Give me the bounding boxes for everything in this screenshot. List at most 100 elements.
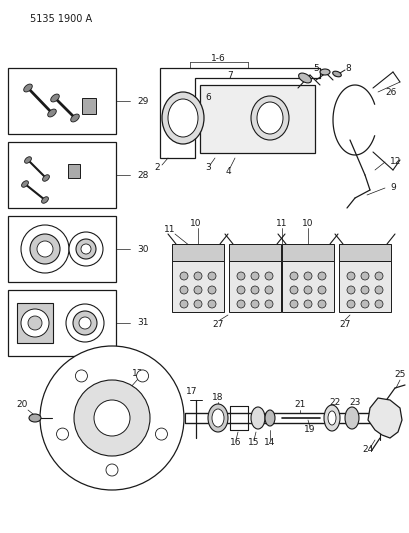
Circle shape [180,286,188,294]
Ellipse shape [256,102,282,134]
Text: 5135 1900 A: 5135 1900 A [30,14,92,24]
Text: 21: 21 [294,400,305,409]
Polygon shape [367,398,401,438]
Text: 23: 23 [348,399,360,408]
Circle shape [317,300,325,308]
Bar [338,244,390,261]
Ellipse shape [47,109,56,117]
Circle shape [207,300,216,308]
Text: 24: 24 [362,446,373,455]
Circle shape [289,286,297,294]
Circle shape [264,286,272,294]
Circle shape [374,300,382,308]
Circle shape [236,300,245,308]
Circle shape [346,300,354,308]
Text: 13: 13 [132,369,144,378]
Text: 29: 29 [137,96,148,106]
Circle shape [207,286,216,294]
Text: 27: 27 [212,320,223,329]
Bar [172,261,223,312]
Ellipse shape [250,96,288,140]
Bar [200,85,314,153]
Text: 15: 15 [247,439,259,448]
Bar [229,261,280,312]
Text: 10: 10 [190,220,201,229]
Circle shape [30,234,60,264]
Text: 31: 31 [137,319,148,327]
Circle shape [180,272,188,280]
Ellipse shape [327,411,335,425]
Text: 1-6: 1-6 [210,53,225,62]
Circle shape [106,464,118,476]
Ellipse shape [207,404,227,432]
Circle shape [303,272,311,280]
Circle shape [193,272,202,280]
Circle shape [180,300,188,308]
Bar [8,68,116,134]
Text: 27: 27 [339,320,350,329]
Circle shape [21,225,69,273]
Circle shape [155,428,167,440]
Circle shape [374,286,382,294]
Text: 19: 19 [303,425,315,434]
Ellipse shape [41,197,48,203]
Circle shape [264,272,272,280]
Ellipse shape [211,409,223,427]
Bar [172,244,223,261]
Circle shape [303,286,311,294]
Text: 7: 7 [227,70,232,79]
Circle shape [360,286,368,294]
Circle shape [289,300,297,308]
Ellipse shape [22,181,28,187]
Text: 28: 28 [137,171,148,180]
Text: 3: 3 [204,164,210,173]
Text: 10: 10 [301,220,313,229]
Text: 30: 30 [137,245,148,254]
Circle shape [94,400,130,436]
Bar [82,98,96,114]
Circle shape [74,380,150,456]
Circle shape [360,272,368,280]
Ellipse shape [43,175,49,181]
Text: 25: 25 [393,370,405,379]
Circle shape [56,428,68,440]
Text: 8: 8 [344,63,350,72]
Ellipse shape [250,407,264,429]
Circle shape [346,272,354,280]
Circle shape [317,272,325,280]
Circle shape [28,316,42,330]
Ellipse shape [298,73,310,83]
Circle shape [360,300,368,308]
Text: 6: 6 [204,93,210,101]
Ellipse shape [25,157,31,163]
Circle shape [79,317,91,329]
Bar [281,261,333,312]
Text: 14: 14 [264,439,275,448]
Text: 18: 18 [212,393,223,402]
Ellipse shape [51,94,59,102]
Circle shape [81,244,91,254]
Bar [229,244,280,261]
Bar [17,303,53,343]
Circle shape [37,241,53,257]
Circle shape [250,286,258,294]
Circle shape [207,272,216,280]
Text: 2: 2 [154,164,160,173]
Circle shape [264,300,272,308]
Ellipse shape [323,405,339,431]
Ellipse shape [24,84,32,92]
Ellipse shape [70,114,79,122]
Bar [8,290,116,356]
Circle shape [69,232,103,266]
Text: 17: 17 [186,387,197,397]
Bar [68,164,80,178]
Circle shape [76,239,96,259]
Circle shape [40,346,184,490]
Bar [281,244,333,261]
Ellipse shape [264,410,274,426]
Circle shape [236,286,245,294]
Circle shape [250,272,258,280]
Ellipse shape [168,99,198,137]
Text: 26: 26 [384,87,396,96]
Circle shape [136,370,148,382]
